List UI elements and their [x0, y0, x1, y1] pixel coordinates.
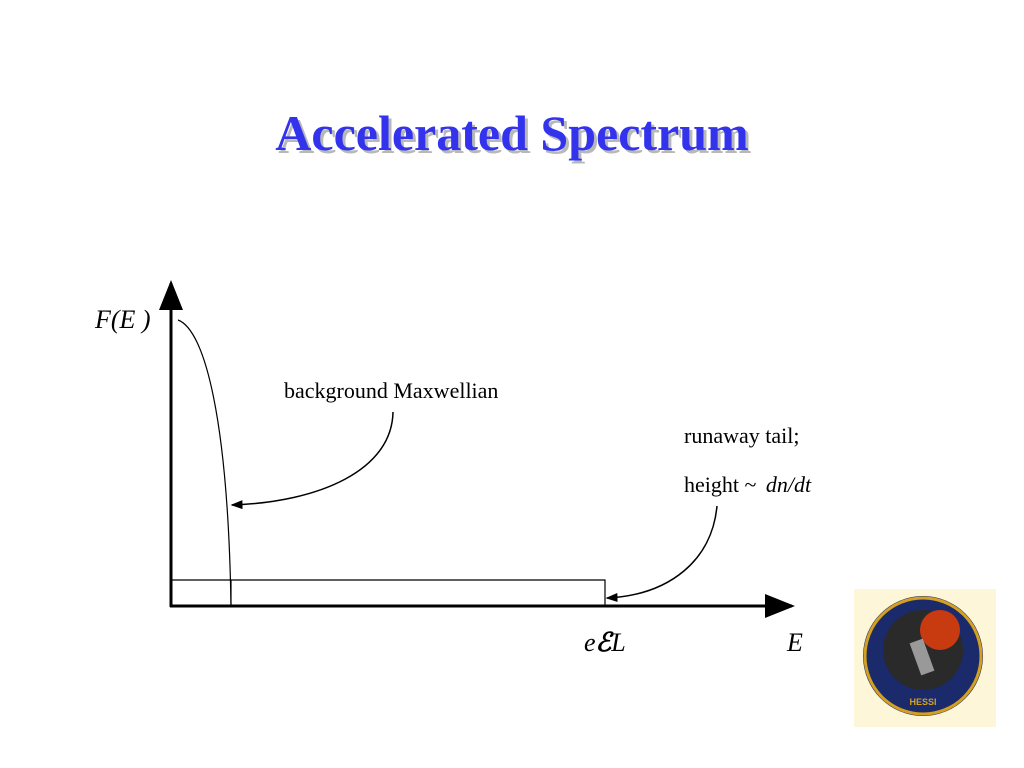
maxwellian-label: background Maxwellian: [284, 378, 498, 403]
threshold-symbol: ℰ: [596, 628, 615, 658]
maxwellian-curve: [177, 319, 232, 607]
tail-label-italic: dn/dt: [766, 472, 812, 497]
logo-satellite: [909, 638, 935, 676]
logo: HESSI: [854, 589, 996, 727]
threshold-prefix: e: [584, 628, 596, 657]
slide-title: Accelerated Spectrum: [275, 105, 748, 161]
y-axis-label: F(E ): [94, 305, 151, 334]
logo-sun: [920, 610, 960, 650]
x-axis-label: E: [786, 628, 803, 657]
threshold-suffix: L: [610, 628, 625, 657]
threshold-label: eℰL: [584, 628, 626, 658]
tail-label-line2: height ~ dn/dt: [684, 472, 812, 497]
title-shadow: Accelerated Spectrum: [278, 108, 751, 164]
runaway-tail: [171, 579, 606, 606]
logo-rim: [863, 596, 983, 716]
tail-label-prefix: height ~: [684, 472, 756, 497]
tail-label-line1: runaway tail;: [684, 423, 799, 448]
maxwellian-arrow: [230, 411, 394, 510]
tail-arrow: [605, 505, 718, 602]
logo-label: HESSI: [909, 697, 936, 707]
